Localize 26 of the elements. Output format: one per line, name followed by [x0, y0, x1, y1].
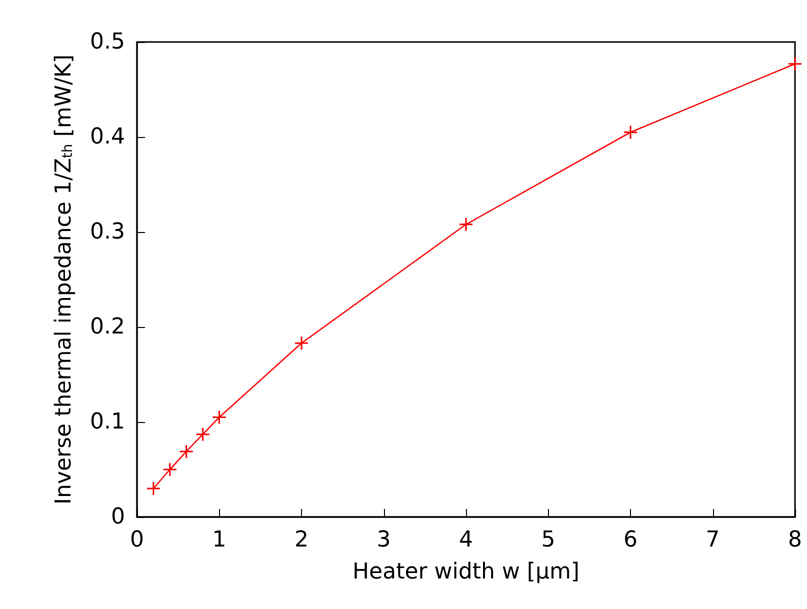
x-tick-label: 7	[706, 528, 720, 552]
point	[146, 481, 161, 496]
x-tick-label: 2	[294, 528, 308, 552]
x-tick-label: 4	[459, 528, 473, 552]
point	[179, 444, 194, 459]
x-tick-label: 6	[624, 528, 638, 552]
y-tick-label: 0.4	[90, 124, 125, 150]
point	[294, 336, 309, 350]
point	[196, 427, 210, 442]
point	[788, 56, 802, 72]
y-tick-label: 0.3	[90, 220, 125, 244]
point	[162, 462, 178, 477]
x-axis-title: Heater width w [μm]	[352, 560, 580, 584]
y-tick-label: 0.2	[90, 314, 125, 340]
point	[623, 125, 638, 140]
x-tick-label: 8	[788, 528, 802, 552]
y-axis-title: Inverse thermal impedance 1/Zth [mW/K]	[52, 54, 76, 504]
x-tick-label: 5	[541, 528, 556, 552]
y-tick-label: 0.5	[90, 30, 125, 54]
y-tick-label: 0	[111, 504, 125, 530]
y-tick-label: 0.1	[90, 410, 125, 434]
x-tick-label: 3	[376, 528, 391, 552]
x-tick-label: 1	[212, 528, 226, 552]
point	[458, 217, 474, 232]
point	[212, 410, 226, 424]
x-tick-label: 0	[130, 528, 144, 552]
